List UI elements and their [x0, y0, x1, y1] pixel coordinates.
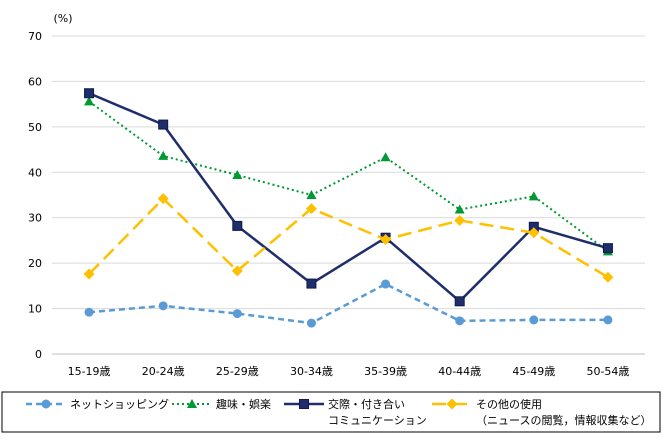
series-lines: [83, 88, 614, 328]
legend-label: その他の使用: [476, 398, 542, 411]
series-line: [88, 100, 609, 253]
data-point: [528, 191, 539, 201]
series-group: [84, 279, 613, 328]
data-point: [305, 203, 317, 215]
series-group: [84, 88, 613, 307]
data-point: [157, 193, 169, 205]
data-point: [454, 296, 465, 307]
data-point: [41, 399, 51, 409]
series-line: [88, 196, 609, 279]
legend-label: （ニュースの閲覧，情報収集など）: [476, 413, 651, 427]
data-point: [455, 316, 465, 326]
y-tick-label: 20: [28, 257, 42, 270]
y-tick-label: 70: [28, 30, 42, 43]
grid-lines: [52, 35, 645, 310]
x-tick-label: 40-44歳: [438, 365, 481, 378]
data-point: [454, 204, 465, 214]
data-point: [380, 234, 392, 246]
x-tick-label: 15-19歳: [68, 365, 111, 378]
y-axis-unit-label: (%): [53, 12, 72, 25]
data-point: [380, 152, 391, 162]
y-tick-label: 50: [28, 121, 42, 134]
data-point: [83, 268, 95, 280]
data-point: [381, 279, 391, 289]
y-tick-label: 40: [28, 166, 42, 179]
data-point: [231, 265, 243, 277]
legend-label: 交際・付き合い: [328, 397, 405, 411]
legend-label: 趣味・娯楽: [216, 397, 271, 411]
data-point: [299, 399, 309, 409]
data-point: [306, 318, 316, 328]
y-tick-label: 60: [28, 75, 42, 88]
series-line: [88, 92, 609, 304]
data-point: [158, 301, 168, 311]
x-tick-label: 45-49歳: [512, 365, 555, 378]
data-point: [603, 315, 613, 325]
data-point: [84, 96, 95, 106]
x-tick-label: 50-54歳: [586, 365, 629, 378]
data-point: [84, 307, 94, 317]
data-point: [602, 243, 613, 254]
data-point: [446, 398, 458, 410]
x-tick-label: 25-29歳: [216, 365, 259, 378]
data-point: [158, 119, 169, 130]
data-point: [187, 399, 197, 408]
x-tick-label: 30-34歳: [290, 365, 333, 378]
data-point: [306, 278, 317, 289]
series-line: [88, 282, 608, 325]
axes: 0 10 20 30 40 50 60 70 15-19歳 20-24歳 25-29歳 30-34歳 3…: [28, 30, 645, 378]
legend-label: コミュニケーション: [328, 414, 427, 427]
data-point: [529, 315, 539, 325]
data-point: [528, 227, 540, 239]
data-point: [84, 88, 95, 99]
x-tick-label: 20-24歳: [142, 365, 185, 378]
series-group: [83, 193, 614, 283]
y-tick-label: 30: [28, 212, 42, 225]
x-tick-label: 35-39歳: [364, 365, 407, 378]
y-tick-label: 10: [28, 303, 42, 316]
legend-box: [1, 391, 661, 433]
data-point: [454, 214, 466, 226]
data-point: [306, 190, 317, 199]
data-point: [232, 309, 242, 319]
data-point: [232, 170, 243, 180]
legend-label: ネットショッピング: [70, 397, 169, 411]
data-point: [232, 220, 243, 231]
data-point: [602, 271, 614, 283]
data-point: [158, 150, 169, 160]
y-tick-label: 0: [35, 348, 42, 361]
